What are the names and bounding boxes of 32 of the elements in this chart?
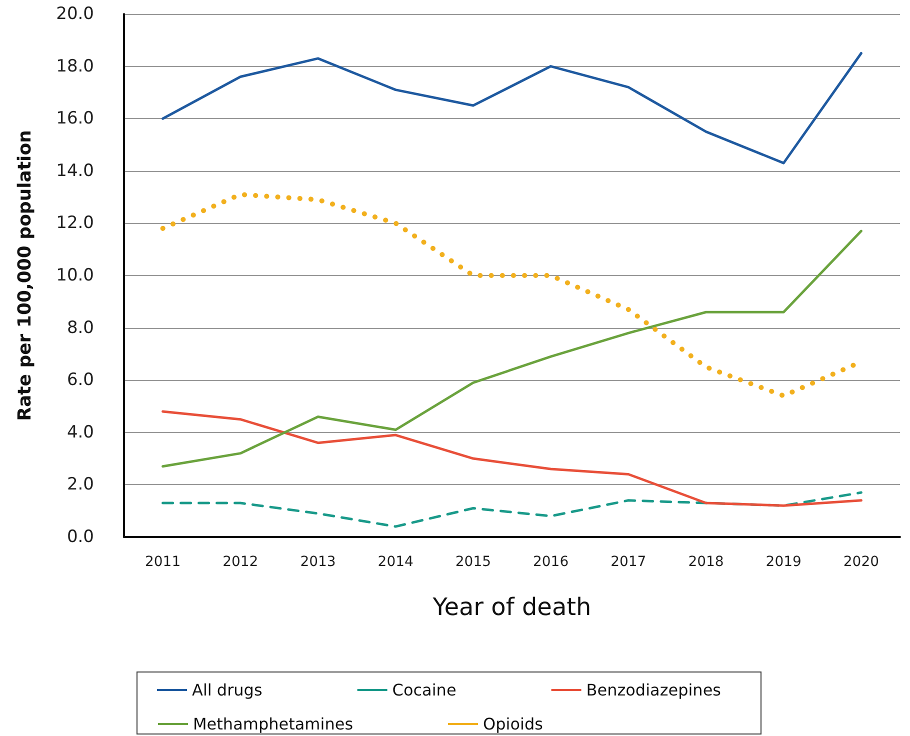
x-axis-title: Year of death <box>432 593 592 621</box>
y-tick-label: 16.0 <box>56 108 94 129</box>
line-series <box>162 52 862 164</box>
x-tick-label: 2011 <box>144 554 181 570</box>
legend-label: Methamphetamines <box>193 714 354 734</box>
legend-label: Benzodiazepines <box>586 680 721 700</box>
x-tick-label: 2014 <box>378 554 414 570</box>
line-series <box>162 230 862 468</box>
line-series <box>162 491 862 528</box>
y-tick-label: 2.0 <box>66 474 94 495</box>
legend-label: Cocaine <box>392 680 456 700</box>
y-tick-label: 8.0 <box>66 318 94 338</box>
line-series <box>162 410 862 507</box>
x-tick-label: 2012 <box>222 554 258 570</box>
y-tick-label: 14.0 <box>56 160 94 181</box>
x-tick-label: 2018 <box>688 554 724 570</box>
y-tick-label: 6.0 <box>66 370 94 390</box>
x-tick-label: 2019 <box>766 554 802 570</box>
y-tick-label: 4.0 <box>66 422 94 442</box>
y-tick-label: 12.0 <box>56 213 94 234</box>
x-tick-label: 2013 <box>300 554 336 570</box>
y-tick-label: 18.0 <box>56 56 94 76</box>
legend-label: All drugs <box>192 680 262 700</box>
y-tick-label: 20.0 <box>56 4 94 24</box>
y-tick-label: 10.0 <box>56 266 94 286</box>
y-tick-label: 0.0 <box>66 527 94 547</box>
y-axis-title: Rate per 100,000 population <box>14 130 36 421</box>
x-tick-label: 2017 <box>610 554 646 570</box>
x-tick-label: 2020 <box>843 554 880 570</box>
x-tick-label: 2016 <box>532 554 569 570</box>
x-tick-label: 2015 <box>455 554 492 570</box>
legend-label: Opioids <box>483 714 543 734</box>
